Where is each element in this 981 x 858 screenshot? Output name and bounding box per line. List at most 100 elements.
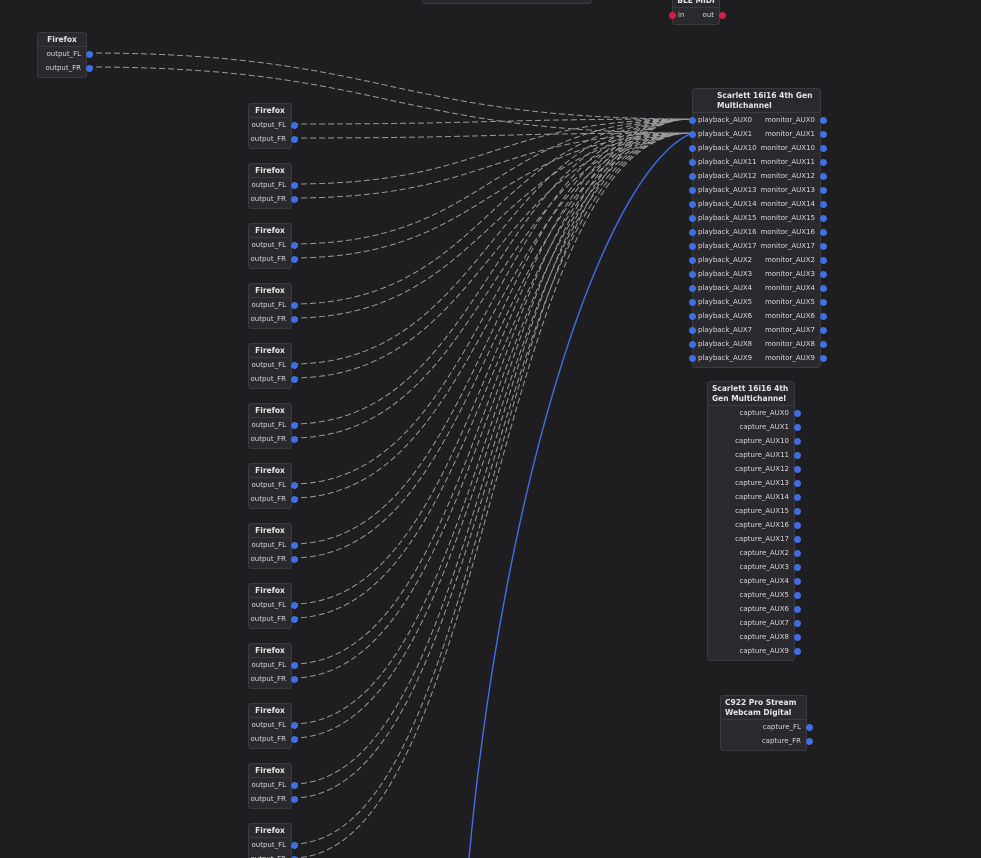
link — [291, 132, 693, 139]
port-label: playback_AUX12 — [698, 172, 757, 180]
port-dot — [688, 284, 696, 292]
port-label: capture_AUX6 — [739, 605, 789, 613]
link — [291, 132, 693, 559]
port-dot — [290, 121, 298, 129]
port-label: monitor_AUX12 — [760, 172, 815, 180]
port-dot — [290, 721, 298, 729]
port-label: output_FR — [45, 64, 81, 72]
node-title: Firefox — [249, 224, 291, 238]
link — [291, 132, 693, 499]
port-dot — [290, 541, 298, 549]
port-dot — [688, 298, 696, 306]
port-label: capture_AUX1 — [739, 423, 789, 431]
node: Firefox output_FL output_FR — [248, 103, 298, 149]
port-label: monitor_AUX9 — [764, 354, 815, 362]
port-dot — [688, 270, 696, 278]
port-dot — [290, 135, 298, 143]
port-label: playback_AUX6 — [698, 312, 753, 320]
node: Firefox output_FL output_FR — [248, 763, 298, 809]
port-label: playback_AUX13 — [698, 186, 757, 194]
port-label: MIDI 1 (playback) — [428, 0, 489, 1]
port-label: playback_AUX10 — [698, 144, 757, 152]
port-label: monitor_AUX0 — [764, 116, 815, 124]
port-label: capture_AUX15 — [735, 507, 789, 515]
port-label: playback_AUX1 — [698, 130, 753, 138]
port-label: monitor_AUX14 — [760, 200, 815, 208]
port-dot — [819, 214, 827, 222]
node: Firefox output_FL output_FR — [248, 643, 298, 689]
port-dot — [688, 186, 696, 194]
port-dot — [688, 200, 696, 208]
node-title: Firefox — [249, 344, 291, 358]
link — [291, 132, 693, 259]
port-dot — [819, 242, 827, 250]
node-title: Firefox — [249, 404, 291, 418]
port-dot — [793, 423, 801, 431]
port-dot — [290, 181, 298, 189]
node-title: Scarlett 16i16 4th Gen Multichannel — [708, 382, 794, 406]
port-dot — [85, 50, 93, 58]
port-label: output_FL — [251, 481, 286, 489]
node-title: Firefox — [249, 464, 291, 478]
port-dot — [688, 130, 696, 138]
port-dot — [290, 435, 298, 443]
port-label: monitor_AUX13 — [760, 186, 815, 194]
port-dot — [793, 605, 801, 613]
port-dot — [718, 11, 726, 19]
port-label: output_FL — [251, 421, 286, 429]
port-dot — [290, 301, 298, 309]
port-label: playback_AUX11 — [698, 158, 757, 166]
link — [291, 132, 693, 439]
port-dot — [793, 563, 801, 571]
port-label: playback_AUX5 — [698, 298, 753, 306]
node-title: Firefox — [249, 764, 291, 778]
port-label: output_FR — [250, 375, 286, 383]
port-dot — [793, 507, 801, 515]
port-label: capture_AUX5 — [739, 591, 789, 599]
port-label: output_FL — [46, 50, 81, 58]
link — [291, 132, 693, 319]
port-label: output_FR — [250, 255, 286, 263]
port-dot — [819, 186, 827, 194]
port-dot — [819, 270, 827, 278]
link — [291, 132, 693, 799]
port-dot — [819, 298, 827, 306]
port-dot — [688, 116, 696, 124]
node: Firefox output_FL output_FR — [248, 823, 298, 858]
port-dot — [793, 549, 801, 557]
port-label: output_FR — [251, 852, 286, 858]
port-dot — [290, 361, 298, 369]
port-label: monitor_AUX10 — [760, 144, 815, 152]
link — [291, 132, 693, 858]
node-title: BLE MIDI 1 — [673, 0, 719, 8]
port-dot — [290, 481, 298, 489]
link — [291, 118, 693, 305]
node: Firefox output_FL output_FR — [37, 32, 93, 78]
port-dot — [688, 326, 696, 334]
port-dot — [819, 340, 827, 348]
node: Firefox output_FL output_FR — [248, 583, 298, 629]
port-label: capture_AUX4 — [739, 577, 789, 585]
node: Firefox output_FL output_FR — [248, 703, 298, 749]
node-title: Firefox — [249, 284, 291, 298]
port-label: playback_AUX7 — [698, 326, 753, 334]
port-dot — [290, 781, 298, 789]
port-label: playback_AUX16 — [698, 228, 757, 236]
node: Firefox output_FL output_FR — [248, 343, 298, 389]
port-label: capture_FR — [761, 737, 801, 745]
port-label: capture_AUX0 — [739, 409, 789, 417]
port-dot — [290, 795, 298, 803]
port-dot — [793, 479, 801, 487]
port-label: capture_AUX7 — [739, 619, 789, 627]
port-dot — [793, 521, 801, 529]
link — [291, 132, 693, 379]
port-dot — [793, 437, 801, 445]
port-dot — [290, 315, 298, 323]
port-label: capture_AUX3 — [739, 563, 789, 571]
link — [291, 132, 693, 739]
port-dot — [290, 735, 298, 743]
link — [291, 132, 693, 199]
port-dot — [793, 577, 801, 585]
link — [291, 118, 693, 425]
